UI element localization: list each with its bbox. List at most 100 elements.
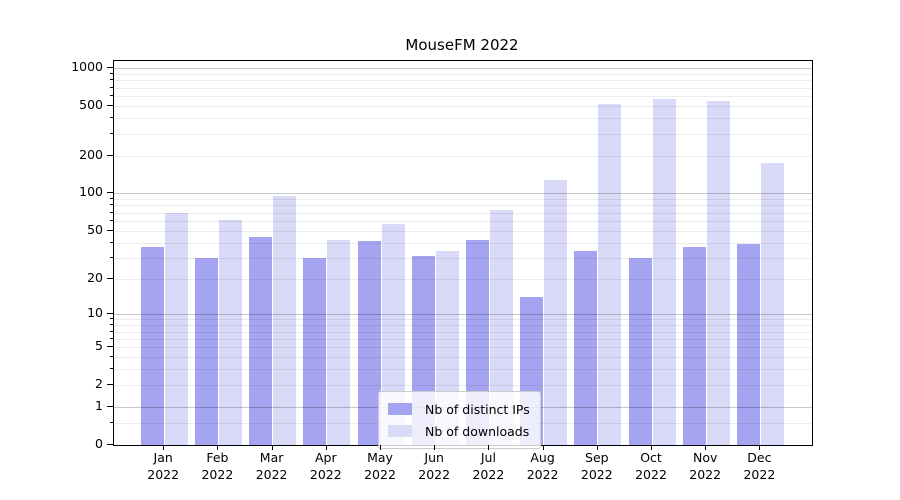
bar-downloads-jul [489,210,513,445]
legend-swatch-distinct-ips [388,403,412,415]
bar-ips-nov [682,246,706,445]
x-tick [759,445,761,450]
y-tick-label: 1000 [71,59,103,75]
legend-label-downloads: Nb of downloads [425,423,530,439]
y-tick [107,105,113,106]
gridline-minor [114,80,812,82]
y-minor-tick [110,421,113,423]
y-minor-tick [110,132,113,134]
y-tick-label: 0 [95,436,103,451]
y-tick-label: 50 [87,221,103,237]
bar-downloads-dec [760,162,784,445]
y-tick-label: 20 [87,270,103,285]
gridline-minor [114,96,812,98]
gridline-minor [114,220,812,222]
gridline-minor [114,357,812,359]
x-tick [380,445,381,450]
bar-ips-apr [303,257,327,445]
y-tick [107,229,113,231]
x-tick [325,445,327,450]
y-minor-tick [110,368,113,370]
gridline-minor [114,155,812,157]
x-tick-label-sep: Sep 2022 [580,450,613,482]
gridline-minor [114,133,812,135]
legend-swatch-downloads [388,425,412,437]
y-minor-tick [110,73,113,74]
gridline-major [114,314,812,316]
gridline-minor [114,347,812,349]
y-minor-tick [110,356,113,358]
x-tick [271,445,273,450]
bar-downloads-mar [273,195,297,445]
y-tick-label: 1 [95,398,103,414]
gridline-minor [114,230,812,232]
x-tick-label-dec: Dec 2022 [743,450,776,482]
gridline-major [114,68,812,70]
x-tick [651,445,652,450]
bar-ips-sep [574,251,598,445]
bar-downloads-oct [652,98,676,445]
y-minor-tick [110,79,113,81]
gridline-minor [114,338,812,340]
x-tick [542,445,544,450]
y-tick [107,67,113,69]
y-tick-label: 100 [79,184,103,200]
x-tick-label-oct: Oct 2022 [635,450,667,482]
y-minor-tick [110,86,113,88]
x-tick-label-jan: Jan 2022 [147,450,180,482]
bar-ips-feb [194,257,218,445]
x-tick-label-feb: Feb 2022 [201,450,234,482]
x-tick [596,445,598,450]
x-tick-label-may: May 2022 [364,450,396,482]
gridline-minor [114,325,812,327]
y-minor-tick [110,318,113,320]
y-tick [107,406,113,408]
gridline-minor [114,319,812,321]
gridline-minor [114,385,812,387]
x-tick [705,445,707,450]
bar-downloads-feb [218,220,242,445]
y-tick-label: 5 [95,338,103,354]
gridline-minor [114,106,812,107]
y-tick [107,192,113,194]
y-minor-tick [110,256,113,258]
bar-ips-oct [628,257,652,445]
legend-entry-distinct-ips: Nb of distinct IPs [388,398,530,420]
y-tick-label: 10 [87,305,103,321]
gridline-minor [114,212,812,214]
x-tick-label-jun: Jun 2022 [418,450,451,482]
y-tick-label: 2 [95,376,103,392]
y-minor-tick [110,95,113,97]
x-tick [434,445,436,450]
gridline-minor [114,331,812,333]
y-minor-tick [110,219,113,221]
chart-title: MouseFM 2022 [405,36,519,54]
gridline-minor [114,279,812,280]
y-tick-label: 500 [79,97,103,112]
x-tick [488,445,490,450]
x-tick-label-mar: Mar 2022 [255,450,288,482]
bar-downloads-apr [327,239,351,445]
legend: Nb of distinct IPs Nb of downloads [378,391,541,449]
x-tick [217,445,219,450]
gridline-minor [114,199,812,200]
y-tick [107,346,113,348]
bar-ips-dec [736,243,760,445]
plot-area: Nb of distinct IPs Nb of downloads [113,60,813,449]
gridline-major [114,193,812,195]
y-tick-label: 200 [79,146,103,162]
y-minor-tick [110,241,113,243]
y-tick [107,278,113,279]
y-tick [107,313,113,315]
bar-downloads-nov [706,100,730,445]
x-tick-label-jul: Jul 2022 [472,450,505,482]
y-tick [107,384,113,386]
bar-ips-may [357,241,381,445]
y-minor-tick [110,337,113,339]
bar-downloads-may [381,223,405,445]
x-tick-label-apr: Apr 2022 [309,450,342,482]
y-minor-tick [110,204,113,206]
bar-downloads-sep [598,103,622,445]
bar-ips-jan [140,246,164,445]
